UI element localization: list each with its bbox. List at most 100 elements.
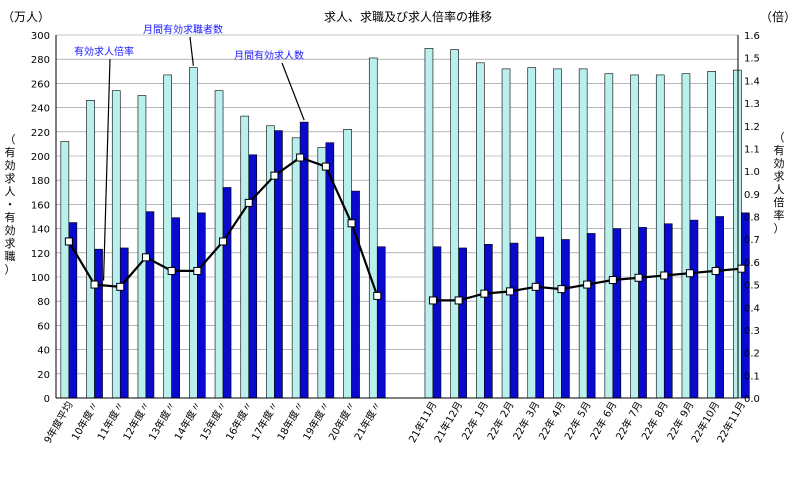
y-right-tick-label: 1.6 [744, 31, 760, 42]
bar-openings [248, 154, 258, 399]
ratio-point [660, 271, 669, 280]
ratio-point [428, 296, 437, 305]
y-left-tick-label: 200 [31, 152, 50, 163]
ratio-point [270, 171, 279, 180]
ratio-point [90, 280, 99, 289]
bar-seekers [163, 74, 172, 399]
y-right-label: （有効求人倍率） [774, 131, 785, 235]
y-right-tick-labels: 0.0 0.1 0.2 0.3 0.4 0.5 0.6 0.7 0.8 0.9 1.0 1.1 1.2 1… [744, 31, 760, 405]
bar-openings [663, 223, 673, 399]
bar-seekers [450, 49, 459, 399]
axis-label-char: 効 [5, 223, 16, 237]
y-left-tick-label: 140 [31, 225, 50, 236]
ratio-point [454, 296, 463, 305]
y-left-tick-labels: 0 20 40 60 80 100 120 140 160 180 200 220 240 260 280 3… [31, 31, 50, 405]
ratio-point [64, 237, 73, 246]
bars [60, 48, 750, 399]
bar-seekers [86, 100, 95, 399]
y-left-tick-label: 100 [31, 273, 50, 284]
axis-label-char: 人 [5, 185, 16, 198]
y-right-tick-label: 0.8 [744, 213, 760, 224]
y-left-tick-label: 240 [31, 104, 50, 115]
bar-seekers [368, 57, 378, 399]
axis-label-char: 職 [5, 250, 16, 263]
annotation-ratio: 有効求人倍率 [74, 45, 134, 58]
ratio-point [557, 285, 566, 294]
y-left-tick-label: 160 [31, 200, 50, 211]
ratio-points [64, 153, 746, 305]
bar-seekers [578, 68, 588, 399]
y-left-tick-label: 300 [31, 31, 50, 42]
ratio-point [531, 282, 540, 291]
y-right-tick-label: 0.7 [744, 235, 760, 246]
bar-seekers [655, 74, 665, 399]
bar-openings [376, 246, 386, 399]
y-right-unit: （倍） [760, 9, 791, 24]
bar-seekers [291, 137, 301, 399]
bar-seekers [681, 73, 691, 399]
y-right-tick-label: 1.4 [744, 76, 760, 87]
y-axis-labels: （有効求人・有効求職）（有効求人倍率） [5, 131, 785, 276]
bar-openings [484, 244, 493, 399]
bar-seekers [189, 67, 198, 399]
bar-openings [612, 228, 622, 399]
ratio-point [506, 287, 515, 296]
bar-seekers [476, 62, 485, 399]
ratio-point [373, 291, 382, 300]
axis-label-char: 有 [774, 143, 785, 157]
bar-openings [222, 187, 232, 399]
bar-seekers [501, 68, 511, 399]
axis-label-char: 有 [5, 210, 16, 224]
bar-seekers [604, 73, 614, 399]
axis-label-char: ・ [5, 198, 16, 211]
axis-label-char: 求 [5, 172, 16, 185]
bar-openings [119, 247, 129, 399]
y-right-tick-label: 1.1 [744, 144, 760, 155]
y-left-tick-label: 260 [31, 79, 50, 90]
bar-openings [509, 242, 519, 399]
bar-seekers [527, 67, 537, 399]
y-right-tick-label: 0.6 [744, 258, 760, 269]
bar-openings [145, 211, 155, 399]
ratio-point [321, 162, 330, 171]
y-right-tick-label: 0.2 [744, 349, 760, 360]
ratio-point [583, 280, 592, 289]
axis-label-char: 効 [774, 156, 785, 170]
y-right-tick-label: 0.5 [744, 281, 760, 292]
ratio-point [193, 266, 202, 275]
y-left-tick-label: 60 [37, 321, 50, 332]
y-right-tick-label: 0.3 [744, 326, 760, 337]
y-right-tick-label: 1.2 [744, 122, 760, 133]
annotation-pointer [189, 36, 194, 66]
bar-openings [586, 233, 596, 399]
bar-openings [561, 239, 570, 399]
axis-label-char: ） [5, 263, 16, 276]
axis-label-char: 求 [5, 237, 16, 250]
bar-seekers [733, 69, 742, 399]
x-tick-label: 9年度平均 [41, 399, 75, 446]
axis-label-char: 有 [5, 145, 16, 159]
ratio-point [711, 266, 720, 275]
bar-openings [689, 219, 699, 399]
bar-seekers [553, 68, 562, 399]
y-right-tick-label: 1.0 [744, 167, 760, 178]
bar-openings [715, 216, 724, 399]
ratio-point [167, 266, 176, 275]
ratio-point [480, 289, 489, 298]
bar-seekers [60, 141, 70, 399]
bar-seekers [630, 74, 639, 399]
bar-openings [299, 121, 309, 399]
bar-seekers [266, 125, 275, 399]
y-left-tick-label: 280 [31, 55, 50, 66]
ratio-point [608, 276, 617, 285]
ratio-point [116, 282, 125, 291]
y-right-tick-label: 0.1 [744, 371, 760, 382]
bar-seekers [343, 129, 352, 399]
ratio-point [141, 253, 150, 262]
y-right-tick-label: 1.5 [744, 54, 760, 65]
axis-label-char: （ [774, 131, 785, 144]
ratio-point [347, 219, 356, 228]
annotation-seekers: 月間有効求職者数 [143, 23, 223, 36]
y-left-tick-label: 220 [31, 128, 50, 139]
